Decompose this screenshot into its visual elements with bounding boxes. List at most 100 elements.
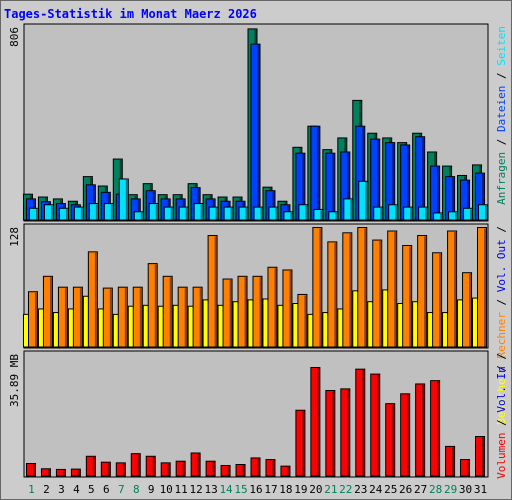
- bar-shade: [272, 191, 275, 220]
- bar: [85, 455, 96, 477]
- x-tick-label: 26: [399, 483, 412, 496]
- bar-shade: [437, 167, 440, 220]
- bar-shade: [305, 205, 308, 220]
- bar: [340, 388, 351, 477]
- bar-shade: [227, 466, 230, 476]
- bar-shade: [425, 208, 428, 220]
- bar: [43, 204, 54, 221]
- bar: [88, 203, 99, 221]
- bar: [118, 178, 129, 221]
- bar: [163, 206, 174, 221]
- bar: [475, 436, 486, 477]
- bar-shade: [452, 177, 455, 220]
- x-tick-label: 6: [103, 483, 110, 496]
- bar: [115, 462, 126, 477]
- bar-shade: [290, 212, 293, 220]
- bar-shade: [455, 212, 458, 220]
- bar-shade: [407, 145, 410, 220]
- bar-shade: [410, 208, 413, 220]
- bar: [325, 390, 336, 477]
- legend-entry: Vol. In: [495, 366, 508, 412]
- bar: [223, 206, 234, 221]
- bar: [268, 206, 279, 221]
- bar-shade: [32, 464, 35, 476]
- bar-shade: [125, 179, 128, 220]
- bar: [477, 227, 488, 348]
- x-tick-label: 8: [133, 483, 140, 496]
- x-tick-label: 31: [474, 483, 487, 496]
- legend-entry: /: [495, 413, 508, 433]
- bar-shade: [287, 467, 290, 476]
- legend-entry: Seiten: [495, 26, 508, 66]
- bar-shade: [334, 242, 337, 347]
- bar: [447, 230, 458, 348]
- bar-shade: [424, 236, 427, 347]
- x-tick-label: 24: [369, 483, 383, 496]
- bar: [430, 380, 441, 477]
- bar-shade: [245, 208, 248, 220]
- bar: [463, 207, 474, 221]
- bar-shade: [242, 465, 245, 476]
- bar: [400, 393, 411, 477]
- bar-shade: [365, 182, 368, 220]
- bar-shade: [215, 208, 218, 220]
- bar: [402, 245, 413, 348]
- bar-shade: [229, 280, 232, 347]
- bar: [70, 468, 81, 477]
- bar: [132, 286, 143, 348]
- bar: [208, 206, 219, 221]
- bar-shade: [395, 205, 398, 220]
- bar: [445, 445, 456, 477]
- bar-shade: [47, 469, 50, 476]
- bar: [207, 235, 218, 348]
- bar: [313, 208, 324, 221]
- bar: [448, 211, 459, 221]
- legend-entry: Dateien: [495, 86, 508, 132]
- bar-shade: [347, 152, 350, 220]
- bar-shade: [317, 127, 320, 220]
- bar: [177, 286, 188, 348]
- bar-shade: [182, 462, 185, 476]
- bar-shade: [107, 463, 110, 476]
- bar-shade: [197, 453, 200, 476]
- bar-shade: [92, 457, 95, 476]
- x-tick-label: 28: [429, 483, 442, 496]
- x-tick-label: 11: [175, 483, 188, 496]
- bar: [133, 211, 144, 221]
- legend: Anfragen / Dateien / Seiten: [495, 26, 508, 205]
- x-tick-label: 9: [148, 483, 155, 496]
- bar-shade: [422, 384, 425, 476]
- x-tick-label: 15: [234, 483, 247, 496]
- bar: [235, 463, 246, 477]
- y-tick-label: 35.89 MB: [8, 354, 21, 407]
- x-tick-label: 14: [219, 483, 233, 496]
- bar-shade: [152, 457, 155, 476]
- bar: [162, 275, 173, 348]
- legend-entry: /: [495, 358, 508, 378]
- bar-shade: [469, 273, 472, 347]
- bar-shade: [317, 368, 320, 476]
- bar: [358, 180, 369, 221]
- bar-shade: [259, 277, 262, 347]
- bar: [193, 203, 204, 221]
- bar: [295, 409, 306, 477]
- bar-shade: [137, 199, 140, 220]
- legend: Volumen / Vol. In /: [495, 353, 508, 479]
- bar: [103, 203, 114, 221]
- x-tick-label: 23: [354, 483, 367, 496]
- bar: [145, 455, 156, 477]
- bar-shade: [362, 127, 365, 220]
- bar-shade: [304, 295, 307, 347]
- bar-shade: [62, 470, 65, 476]
- bar-shade: [80, 208, 83, 220]
- legend-entry: Vol. Out: [495, 239, 508, 292]
- x-tick-label: 10: [160, 483, 173, 496]
- x-tick-label: 25: [384, 483, 397, 496]
- legend-entry: /: [495, 292, 508, 312]
- bar-shade: [470, 209, 473, 220]
- x-axis: 1 2 3 4 5 6 7 8 9 10 11 12 13 14 15 16 17 18 19 20 21 22 23 24 2…: [28, 483, 487, 496]
- bar: [190, 452, 201, 477]
- x-tick-label: 19: [294, 483, 307, 496]
- legend-entry: Rechner: [495, 312, 508, 359]
- bar-shade: [320, 210, 323, 220]
